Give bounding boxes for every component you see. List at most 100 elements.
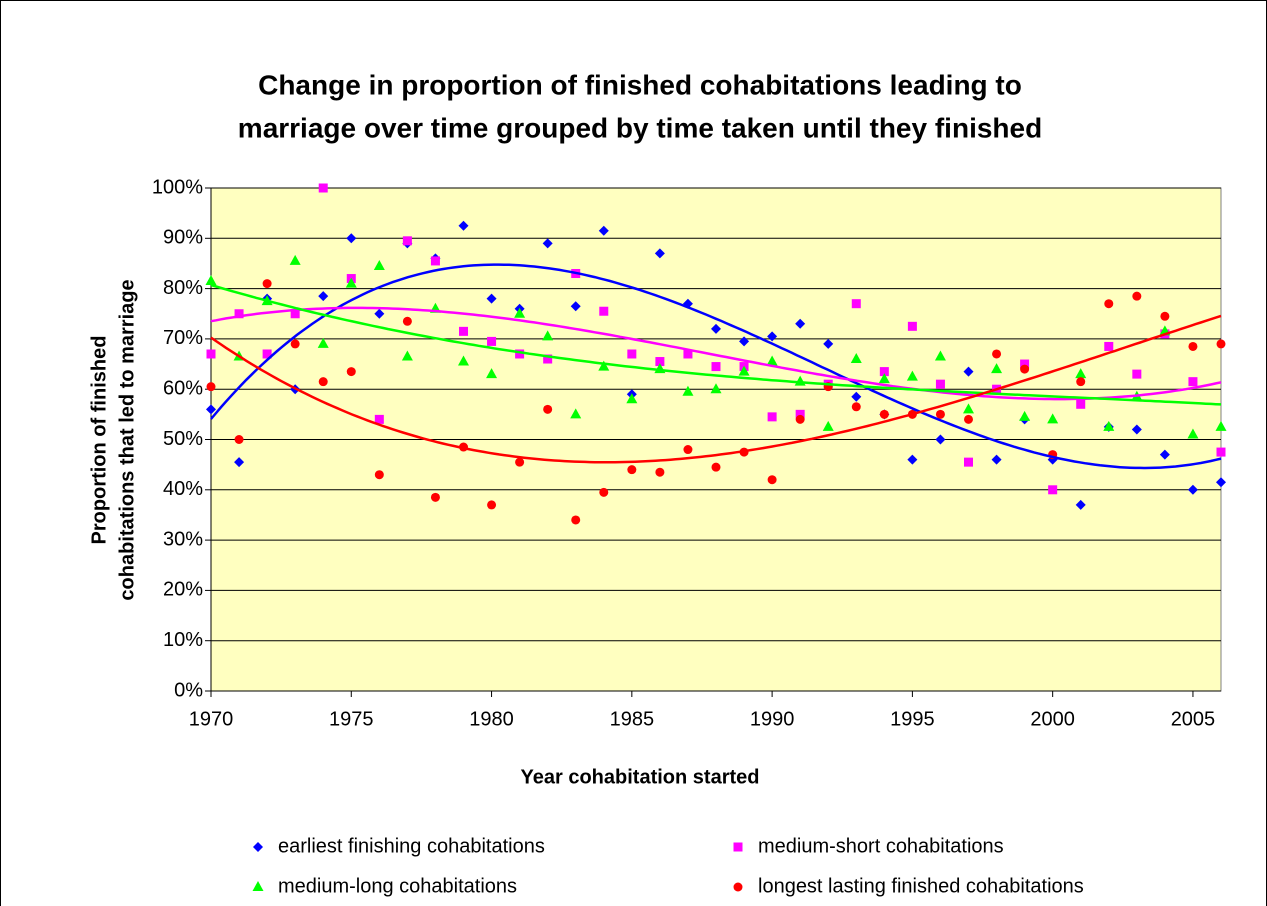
point bbox=[318, 183, 328, 193]
y-tick-label: 50% bbox=[163, 428, 203, 450]
point bbox=[879, 367, 889, 377]
legend-marker bbox=[733, 842, 743, 852]
point bbox=[683, 349, 693, 359]
point bbox=[459, 326, 468, 336]
point bbox=[711, 462, 721, 472]
point bbox=[374, 414, 384, 424]
point bbox=[598, 225, 609, 236]
y-axis-title: Proportion of finished bbox=[88, 336, 110, 545]
point bbox=[206, 382, 216, 392]
point bbox=[1048, 485, 1058, 495]
point bbox=[401, 350, 413, 361]
y-tick-label: 60% bbox=[163, 377, 203, 399]
point bbox=[345, 277, 357, 288]
legend-label: medium-short cohabitations bbox=[758, 835, 1004, 857]
point bbox=[992, 349, 1002, 359]
x-tick-label: 2005 bbox=[1171, 708, 1216, 730]
y-tick-label: 70% bbox=[163, 327, 203, 349]
point bbox=[1075, 368, 1087, 379]
y-tick-label: 0% bbox=[174, 679, 203, 701]
x-tick-label: 1975 bbox=[329, 708, 374, 730]
point bbox=[963, 403, 974, 414]
point bbox=[318, 291, 329, 302]
trendline bbox=[210, 263, 1222, 470]
point bbox=[991, 454, 1002, 465]
point bbox=[654, 248, 665, 259]
point bbox=[1020, 364, 1030, 374]
point bbox=[822, 420, 834, 431]
point bbox=[851, 402, 861, 412]
point bbox=[234, 309, 244, 319]
y-tick-label: 100% bbox=[152, 176, 203, 198]
point bbox=[935, 379, 945, 389]
point bbox=[1019, 410, 1031, 421]
point bbox=[711, 362, 721, 372]
point bbox=[1216, 339, 1226, 349]
point bbox=[964, 457, 973, 467]
point bbox=[458, 220, 469, 231]
point bbox=[430, 492, 440, 502]
point bbox=[711, 323, 721, 334]
point bbox=[1103, 420, 1115, 431]
point bbox=[486, 293, 497, 304]
point bbox=[655, 467, 665, 477]
point bbox=[710, 383, 722, 394]
point bbox=[795, 318, 806, 329]
point bbox=[1076, 377, 1086, 387]
x-axis-title: Year cohabitation started bbox=[521, 766, 760, 788]
point bbox=[487, 500, 497, 510]
point bbox=[935, 409, 945, 419]
point bbox=[1076, 399, 1086, 409]
y-tick-label: 20% bbox=[163, 579, 203, 601]
point bbox=[543, 404, 553, 414]
point bbox=[290, 339, 300, 349]
point bbox=[206, 349, 216, 359]
point bbox=[1188, 341, 1198, 351]
y-tick-label: 10% bbox=[163, 629, 203, 651]
point bbox=[514, 307, 526, 318]
point bbox=[318, 377, 328, 387]
point bbox=[767, 331, 778, 342]
point bbox=[766, 355, 778, 366]
point bbox=[851, 299, 861, 309]
point bbox=[262, 349, 272, 359]
point bbox=[402, 236, 412, 246]
point bbox=[1188, 377, 1198, 387]
y-axis-title: cohabitations that led to marriage bbox=[116, 279, 138, 600]
point bbox=[1160, 311, 1170, 321]
point bbox=[1131, 424, 1142, 435]
point bbox=[515, 457, 525, 467]
point bbox=[823, 338, 834, 349]
point bbox=[795, 409, 805, 419]
point bbox=[963, 366, 974, 377]
point bbox=[1132, 291, 1142, 301]
point bbox=[374, 470, 384, 480]
y-tick-label: 90% bbox=[163, 227, 203, 249]
point bbox=[1104, 299, 1114, 309]
point bbox=[1075, 499, 1086, 510]
point bbox=[374, 308, 385, 319]
point bbox=[739, 336, 750, 347]
x-tick-label: 1970 bbox=[189, 708, 234, 730]
point bbox=[1187, 484, 1198, 495]
y-tick-label: 30% bbox=[163, 528, 203, 550]
trendline bbox=[210, 306, 1222, 401]
point bbox=[1132, 369, 1142, 379]
point bbox=[1159, 449, 1170, 460]
point bbox=[991, 363, 1003, 374]
point bbox=[205, 275, 217, 286]
x-tick-label: 1995 bbox=[890, 708, 935, 730]
point bbox=[907, 454, 918, 465]
point bbox=[289, 254, 301, 265]
point bbox=[1047, 413, 1059, 424]
point bbox=[851, 391, 862, 402]
point bbox=[487, 336, 497, 346]
point bbox=[317, 337, 329, 348]
point bbox=[570, 301, 581, 312]
point bbox=[402, 316, 412, 326]
x-tick-label: 2000 bbox=[1030, 708, 1075, 730]
point bbox=[599, 306, 609, 316]
y-tick-label: 40% bbox=[163, 478, 203, 500]
point bbox=[767, 475, 777, 485]
